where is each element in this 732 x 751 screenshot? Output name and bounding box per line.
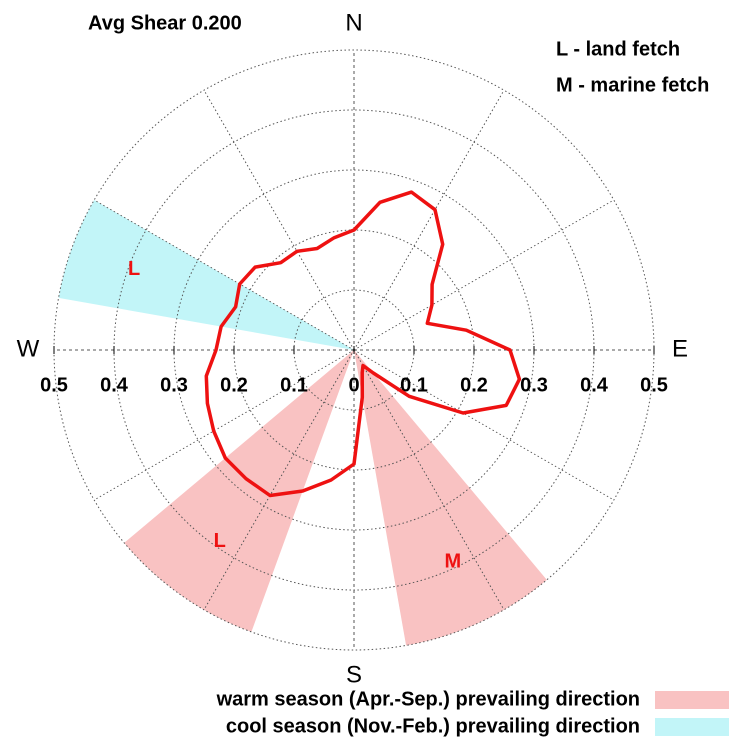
chart-title: Avg Shear 0.200 — [88, 12, 242, 34]
sector — [354, 350, 547, 646]
sector-label: L — [214, 530, 226, 552]
direction-label: S — [346, 661, 362, 688]
sector-label: M — [445, 550, 462, 572]
tick-label: 0.2 — [220, 374, 248, 396]
tick-label: 0.4 — [100, 374, 129, 396]
sector — [58, 200, 354, 350]
tick-label: 0.5 — [640, 374, 668, 396]
sector-label: L — [128, 258, 140, 280]
tick-label: 0.5 — [40, 374, 68, 396]
spoke — [353, 199, 615, 351]
direction-label: W — [17, 335, 40, 362]
tick-label: 0 — [348, 374, 359, 396]
direction-label: N — [345, 9, 362, 36]
sector — [124, 350, 354, 632]
legend-label: cool season (Nov.-Feb.) prevailing direc… — [226, 715, 640, 737]
tick-label: 0.3 — [520, 374, 548, 396]
note: M - marine fetch — [556, 74, 709, 96]
series-line — [204, 190, 522, 498]
note: L - land fetch — [556, 38, 680, 60]
tick-label: 0.2 — [460, 374, 488, 396]
legend-swatch — [655, 718, 729, 736]
legend-label: warm season (Apr.-Sep.) prevailing direc… — [216, 688, 640, 710]
tick-label: 0.1 — [400, 374, 428, 396]
tick-label: 0.1 — [280, 374, 308, 396]
tick-label: 0.4 — [580, 374, 609, 396]
legend-swatch — [655, 691, 729, 709]
tick-label: 0.3 — [160, 374, 188, 396]
direction-label: E — [672, 335, 688, 362]
